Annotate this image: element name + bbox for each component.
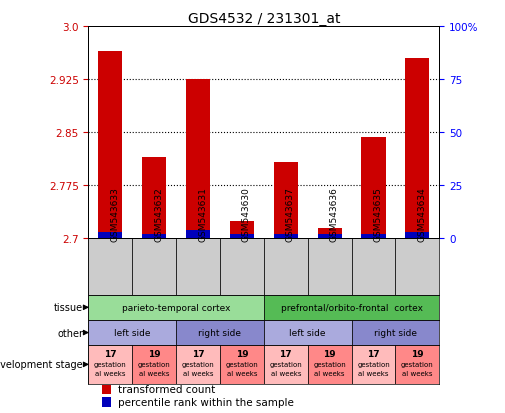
- Bar: [264, 295, 439, 320]
- Text: left side: left side: [289, 328, 326, 337]
- Text: GSM543636: GSM543636: [330, 187, 339, 242]
- Bar: [88, 295, 264, 320]
- Text: parieto-temporal cortex: parieto-temporal cortex: [122, 303, 230, 312]
- Text: al weeks: al weeks: [271, 370, 301, 376]
- Text: 17: 17: [192, 349, 205, 358]
- Bar: [318, 228, 342, 239]
- Title: GDS4532 / 231301_at: GDS4532 / 231301_at: [188, 12, 340, 26]
- Text: prefrontal/orbito-frontal  cortex: prefrontal/orbito-frontal cortex: [281, 303, 423, 312]
- Text: GSM543634: GSM543634: [418, 187, 426, 242]
- Bar: [98, 233, 122, 239]
- Bar: [318, 235, 342, 239]
- Bar: [230, 221, 254, 239]
- Text: 19: 19: [323, 349, 336, 358]
- Bar: [351, 345, 395, 384]
- Text: 19: 19: [148, 349, 161, 358]
- Bar: [395, 239, 439, 295]
- Bar: [88, 239, 132, 295]
- Bar: [88, 320, 176, 345]
- Text: al weeks: al weeks: [315, 370, 345, 376]
- Text: percentile rank within the sample: percentile rank within the sample: [118, 397, 294, 407]
- Text: GSM543637: GSM543637: [286, 187, 295, 242]
- Text: GSM543632: GSM543632: [154, 187, 163, 242]
- Text: gestation: gestation: [401, 361, 434, 367]
- Text: right side: right side: [198, 328, 241, 337]
- Text: 17: 17: [279, 349, 292, 358]
- Bar: [186, 230, 210, 239]
- Text: GSM543630: GSM543630: [242, 187, 251, 242]
- Text: gestation: gestation: [94, 361, 127, 367]
- Bar: [362, 138, 386, 239]
- Bar: [132, 239, 176, 295]
- Bar: [274, 235, 298, 239]
- Text: gestation: gestation: [357, 361, 390, 367]
- Text: al weeks: al weeks: [402, 370, 433, 376]
- Text: 19: 19: [411, 349, 424, 358]
- Text: tissue: tissue: [54, 303, 83, 313]
- Bar: [220, 345, 264, 384]
- Bar: [176, 320, 264, 345]
- Bar: [362, 235, 386, 239]
- Bar: [132, 345, 176, 384]
- Bar: [308, 345, 351, 384]
- Text: left side: left side: [114, 328, 150, 337]
- Text: GSM543633: GSM543633: [110, 187, 119, 242]
- Text: 17: 17: [104, 349, 117, 358]
- Text: 17: 17: [367, 349, 380, 358]
- Bar: [103, 397, 111, 407]
- Bar: [264, 239, 308, 295]
- Bar: [406, 59, 429, 239]
- Bar: [264, 320, 351, 345]
- Text: al weeks: al weeks: [227, 370, 257, 376]
- Text: gestation: gestation: [226, 361, 258, 367]
- Bar: [351, 239, 395, 295]
- Bar: [103, 385, 111, 394]
- Bar: [176, 239, 220, 295]
- Text: transformed count: transformed count: [118, 385, 215, 394]
- Bar: [176, 345, 220, 384]
- Bar: [98, 52, 122, 239]
- Text: gestation: gestation: [182, 361, 215, 367]
- Text: al weeks: al weeks: [95, 370, 126, 376]
- Bar: [406, 233, 429, 239]
- Bar: [351, 320, 439, 345]
- Text: al weeks: al weeks: [139, 370, 170, 376]
- Text: 19: 19: [236, 349, 248, 358]
- Text: gestation: gestation: [138, 361, 171, 367]
- Bar: [264, 345, 308, 384]
- Bar: [308, 239, 351, 295]
- Bar: [220, 239, 264, 295]
- Text: GSM543635: GSM543635: [374, 187, 383, 242]
- Bar: [230, 235, 254, 239]
- Bar: [395, 345, 439, 384]
- Text: right side: right side: [374, 328, 417, 337]
- Bar: [142, 235, 166, 239]
- Text: development stage: development stage: [0, 360, 83, 370]
- Text: al weeks: al weeks: [183, 370, 213, 376]
- Bar: [186, 80, 210, 239]
- Text: other: other: [57, 328, 83, 338]
- Text: gestation: gestation: [270, 361, 302, 367]
- Text: GSM543631: GSM543631: [198, 187, 207, 242]
- Bar: [88, 345, 132, 384]
- Text: al weeks: al weeks: [358, 370, 389, 376]
- Bar: [142, 157, 166, 239]
- Text: gestation: gestation: [313, 361, 346, 367]
- Bar: [274, 162, 298, 239]
